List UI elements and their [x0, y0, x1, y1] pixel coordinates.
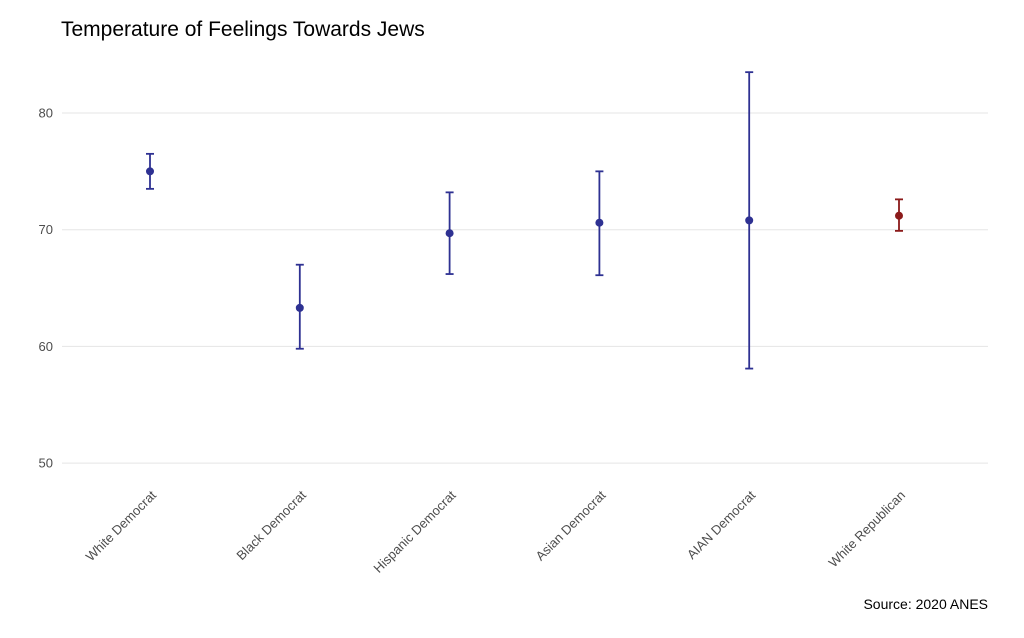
y-tick-label: 70: [39, 222, 53, 237]
y-axis-ticks: 50 60 70 80: [39, 106, 53, 471]
x-tick-label: Black Democrat: [233, 487, 309, 563]
points: [146, 167, 903, 312]
point-marker: [595, 218, 604, 227]
x-tick-label: Asian Democrat: [533, 487, 609, 563]
x-tick-label: AIAN Democrat: [684, 487, 759, 562]
x-tick-label: White Republican: [825, 488, 908, 571]
point-marker: [295, 303, 304, 312]
chart-title: Temperature of Feelings Towards Jews: [61, 18, 425, 41]
y-tick-label: 50: [39, 456, 53, 471]
point-marker: [895, 211, 903, 220]
y-tick-label: 80: [39, 106, 53, 121]
gridlines: [62, 112, 988, 464]
x-tick-label: White Democrat: [83, 487, 160, 564]
y-tick-label: 60: [39, 339, 53, 354]
x-axis-ticks: White Democrat Black Democrat Hispanic Dem…: [83, 487, 909, 576]
error-bars: [146, 71, 903, 370]
chart-source: Source: 2020 ANES: [863, 596, 988, 612]
point-marker: [745, 216, 754, 225]
point-marker: [146, 167, 154, 176]
x-tick-label: Hispanic Democrat: [370, 487, 459, 576]
point-marker: [445, 229, 454, 238]
